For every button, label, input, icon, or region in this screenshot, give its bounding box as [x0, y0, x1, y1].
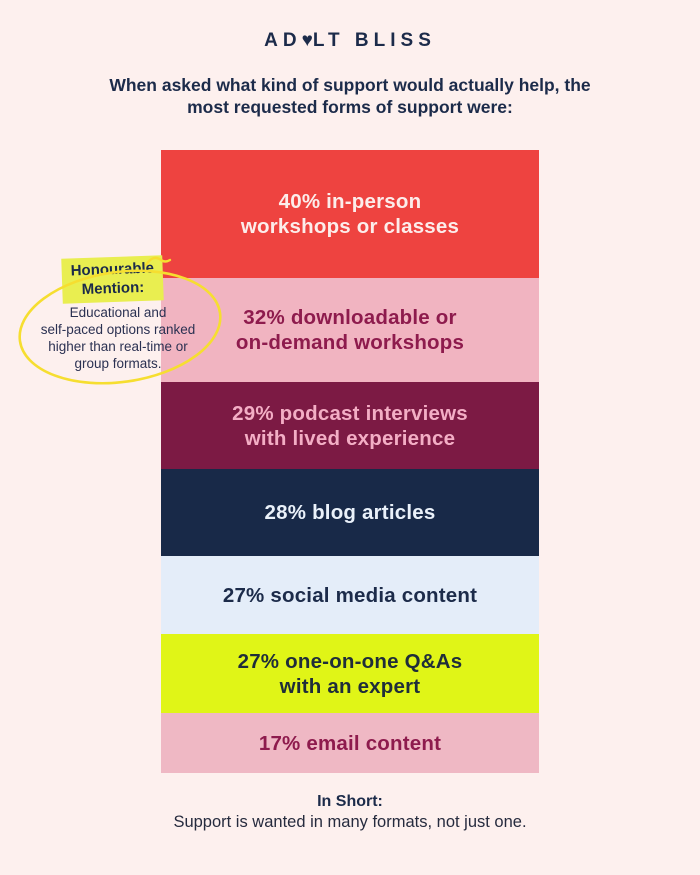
bar-label: 17% email content — [258, 731, 442, 755]
bar-label: 40% in-person workshops or classes — [240, 190, 460, 238]
bar-label: 29% podcast interviews with lived experi… — [232, 401, 468, 450]
bar-segment-6: 27% one-on-one Q&As with an expert — [161, 634, 539, 713]
honourable-mention-note: Educational and self-paced options ranke… — [40, 305, 196, 371]
footer-title: In Short: — [317, 793, 383, 810]
bar-chart: 40% in-person workshops or classes 32% do… — [161, 150, 539, 773]
bar-segment-1: 40% in-person workshops or classes — [161, 150, 539, 278]
footer-text: Support is wanted in many formats, not j… — [173, 813, 527, 831]
bar-label: 28% blog articles — [264, 501, 436, 524]
bar-segment-3: 29% podcast interviews with lived experi… — [161, 382, 539, 469]
honourable-mention-label: Honourable Mention: — [61, 255, 165, 304]
bar-label: 32% downloadable or on-demand workshops — [235, 306, 465, 354]
bar-label: 27% one-on-one Q&As with an expert — [237, 649, 463, 698]
bar-label: 27% social media content — [222, 583, 478, 607]
brand-logo: AD♥LT BLISS — [0, 30, 700, 52]
bar-segment-4: 28% blog articles — [161, 469, 539, 556]
bar-segment-5: 27% social media content — [161, 556, 539, 634]
page-title: When asked what kind of support would ac… — [109, 75, 591, 117]
footer: In Short: Support is wanted in many form… — [50, 792, 650, 832]
bar-segment-7: 17% email content — [161, 713, 539, 773]
logo-text-left: AD — [264, 30, 302, 51]
heart-icon: ♥ — [301, 30, 313, 51]
logo-text-right: LT BLISS — [312, 30, 436, 51]
bar-segment-2: 32% downloadable or on-demand workshops — [161, 278, 539, 382]
